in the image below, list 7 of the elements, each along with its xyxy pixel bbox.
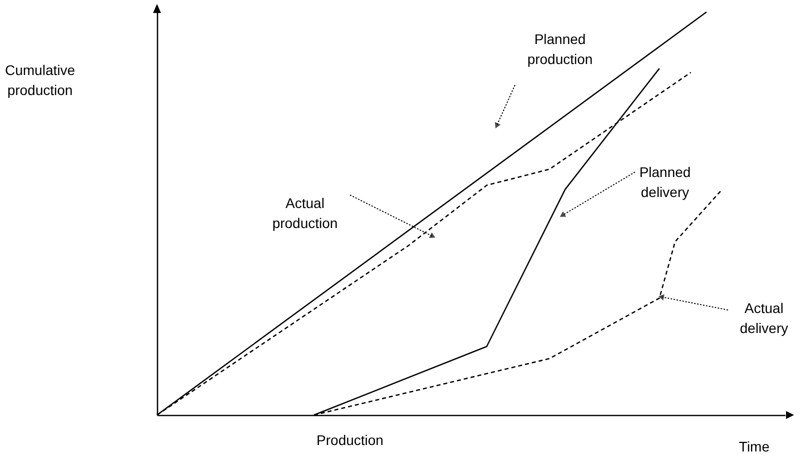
annotation: Planned production [527, 31, 593, 67]
x-axis-title: Time [738, 438, 770, 454]
annotation: Actual production [272, 195, 338, 231]
text: Production [316, 432, 384, 448]
annotation: Planned delivery [639, 164, 691, 200]
text: Cumulative production [4, 62, 76, 98]
annotation: Actual delivery [740, 300, 788, 336]
